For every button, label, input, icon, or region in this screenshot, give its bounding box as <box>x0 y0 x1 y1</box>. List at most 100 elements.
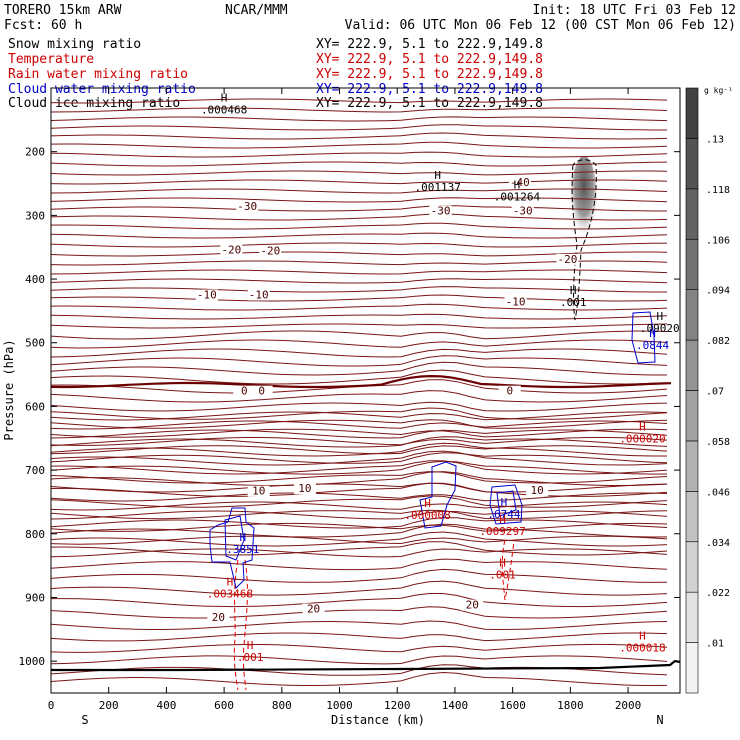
extremum-label: .6744 <box>487 508 520 521</box>
isotherm-line <box>51 437 668 446</box>
isotherm-line <box>51 124 667 131</box>
isotherm-line <box>51 411 668 421</box>
isotherm-line <box>51 580 668 596</box>
colorbar-swatch <box>685 440 699 492</box>
x-axis-label: Distance (km) <box>331 713 425 727</box>
colorbar-swatch <box>685 339 699 391</box>
cloud-water-contour <box>419 461 457 529</box>
cloud-water-contour <box>209 507 255 589</box>
label-background <box>195 289 218 301</box>
y-tick-label: 400 <box>25 273 45 286</box>
isotherm-line <box>51 442 667 457</box>
isotherm-line <box>51 419 668 429</box>
isotherm-line <box>51 620 668 631</box>
field-xy-rain: XY= 222.9, 5.1 to 222.9,149.8 <box>316 67 543 82</box>
isotherm-label: -30 <box>431 204 451 217</box>
colorbar-swatch <box>685 390 699 442</box>
colorbar: g kg⁻¹ .01 .022 .034 .046 .058 .07 .082 .094 .10… <box>685 86 733 694</box>
extremum-label: .0844 <box>636 339 669 352</box>
y-tick-label: 1000 <box>19 655 46 668</box>
extremum-marker: H <box>499 513 506 526</box>
label-background <box>526 485 549 497</box>
x-tick-label: 200 <box>99 699 119 712</box>
label-background <box>259 245 282 257</box>
extremum-label: .001 <box>560 296 587 309</box>
isotherm-label: -30 <box>513 204 533 217</box>
isotherm-line <box>51 535 668 545</box>
label-background <box>556 253 579 265</box>
isotherm-line <box>51 420 668 430</box>
colorbar-label: .022 <box>706 588 730 599</box>
isotherm-line <box>51 436 668 448</box>
field-name-snow: Snow mixing ratio <box>8 37 141 52</box>
isotherm-line <box>51 568 668 583</box>
extremum-marker: H <box>221 91 228 104</box>
forecast-hour: Fcst: 60 h <box>4 18 82 33</box>
isotherm-line <box>51 232 668 239</box>
label-background <box>429 205 452 217</box>
colorbar-label: .106 <box>706 235 730 246</box>
extremum-label: .001137 <box>414 181 460 194</box>
isotherm-line <box>51 482 668 497</box>
isotherm-line <box>51 428 668 438</box>
contour-labels: -30 -30 -30-40-20 -20-20-10 -10-100 0 010 10 102… <box>195 91 680 664</box>
isotherm-label: 20 <box>466 599 479 612</box>
isotherm-line <box>51 170 668 176</box>
isotherm-label: 10 <box>252 485 265 498</box>
isotherm-line <box>51 355 668 367</box>
plot-area <box>51 98 680 691</box>
header: TORERO 15km ARW NCAR/MMM Init: 18 UTC Fr… <box>4 3 736 111</box>
isotherm-line <box>51 390 668 403</box>
north-label: N <box>656 713 663 727</box>
x-tick-label: 1200 <box>384 699 411 712</box>
colorbar-label: .094 <box>706 286 730 297</box>
isotherm-line <box>51 269 668 275</box>
isotherm-line <box>51 222 668 230</box>
axes: 0 200 400 600 800 1000 1200 1400 1600 1800 2000200… <box>19 88 680 712</box>
label-background <box>233 385 256 397</box>
extremum-marker: H <box>434 169 441 182</box>
isotherm-line <box>51 495 668 508</box>
isotherm-line <box>51 369 668 385</box>
isotherm-line <box>51 116 668 122</box>
isotherm-label: -20 <box>260 245 280 258</box>
extremum-marker: H <box>247 639 254 652</box>
isotherm-line <box>51 151 668 158</box>
label-background <box>508 176 531 188</box>
isotherm-line <box>51 132 668 140</box>
isotherm-label: -20 <box>221 243 241 256</box>
rain-contour <box>501 539 515 601</box>
x-tick-label: 1800 <box>557 699 584 712</box>
isotherm-line <box>51 510 668 520</box>
isotherm-line <box>51 323 668 329</box>
isotherm-line <box>51 141 668 149</box>
colorbar-swatch <box>685 591 699 643</box>
extremum-marker: H <box>240 531 247 544</box>
isotherm-line <box>51 471 668 487</box>
field-xy-snow: XY= 222.9, 5.1 to 222.9,149.8 <box>316 37 543 52</box>
colorbar-swatch <box>685 87 699 139</box>
y-axis-label: Pressure (hPa) <box>2 339 16 440</box>
y-tick-label: 200 <box>25 146 45 159</box>
extremum-label: .001 <box>489 568 516 581</box>
label-background <box>511 205 534 217</box>
snow-shading <box>571 156 597 240</box>
isotherm-line <box>51 450 668 466</box>
field-name-cloud-water: Cloud water mixing ratio <box>8 82 196 97</box>
isotherm-line <box>51 313 668 320</box>
isotherm-line <box>51 593 668 608</box>
label-background <box>293 483 316 495</box>
extremum-marker: H <box>639 421 646 434</box>
init-time: Init: 18 UTC Fri 03 Feb 12 <box>533 3 737 18</box>
extremum-label: .09020 <box>640 322 680 335</box>
snow-contour <box>571 159 597 321</box>
isotherm-line <box>51 632 668 642</box>
x-tick-label: 400 <box>156 699 176 712</box>
colorbar-label: .034 <box>706 538 730 549</box>
isotherm-label: -20 <box>558 253 578 266</box>
isotherm-line <box>51 501 668 511</box>
y-tick-label: 500 <box>25 337 45 350</box>
isotherm-label: 20 <box>212 611 225 624</box>
model-title: TORERO 15km ARW <box>4 3 122 18</box>
label-background <box>504 296 527 308</box>
